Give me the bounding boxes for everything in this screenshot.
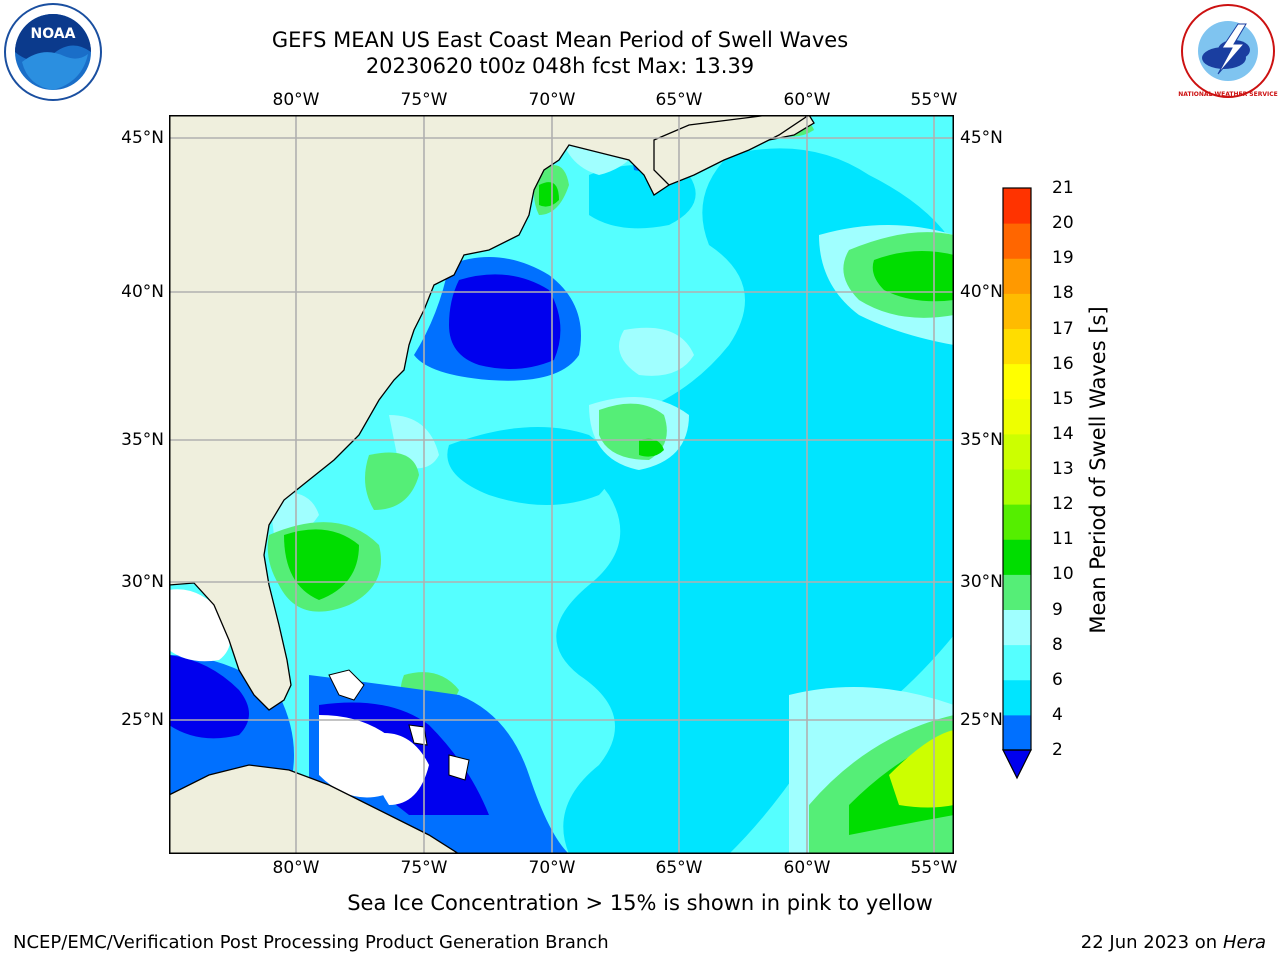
lat-label-left: 25°N: [121, 710, 164, 730]
colorbar-under-arrow: [1002, 749, 1032, 780]
swell-period-map: [169, 115, 954, 854]
colorbar-tick-label: 6: [1052, 669, 1063, 690]
noaa-logo-text: NOAA: [31, 26, 76, 42]
lon-label-bottom: 55°W: [910, 858, 958, 878]
colorbar-frame: [1002, 187, 1032, 751]
colorbar: [1002, 187, 1032, 780]
colorbar-tick-label: 21: [1052, 178, 1074, 198]
lon-label-top: 60°W: [783, 90, 831, 110]
colorbar-segment: [1003, 504, 1031, 540]
land-bahamas: [328, 669, 470, 781]
colorbar-segment: [1003, 469, 1031, 505]
colorbar-tick-label: 19: [1052, 248, 1074, 269]
colorbar-segment: [1003, 293, 1031, 329]
lon-label-bottom: 65°W: [655, 858, 703, 878]
colorbar-tick-label: 8: [1052, 634, 1063, 655]
lon-label-top: 75°W: [400, 90, 448, 110]
colorbar-segment: [1003, 433, 1031, 470]
lat-label-right: 35°N: [960, 430, 1003, 450]
lat-label-right: 30°N: [960, 572, 1003, 592]
colorbar-tick-label: 18: [1052, 283, 1074, 304]
land-cuba: [169, 764, 461, 854]
colorbar-segment: [1003, 398, 1031, 435]
lat-label-right: 45°N: [960, 128, 1003, 148]
colorbar-segment: [1003, 644, 1031, 681]
colorbar-segment: [1003, 188, 1031, 224]
colorbar-segment: [1003, 539, 1031, 575]
lon-label-bottom: 60°W: [783, 858, 831, 878]
colorbar-tick-label: 20: [1052, 213, 1074, 234]
colorbar-tick-label: 11: [1052, 529, 1074, 550]
field-yellowgreen-zones: [889, 730, 954, 808]
lon-label-bottom: 80°W: [272, 858, 320, 878]
colorbar-segment: [1003, 714, 1031, 751]
colorbar-tick-label: 4: [1052, 704, 1063, 725]
colorbar-segment: [1003, 679, 1031, 716]
footer-machine: Hera: [1222, 932, 1266, 953]
colorbar-tick-label: 9: [1052, 599, 1063, 620]
colorbar-tick-label: 13: [1052, 459, 1074, 479]
colorbar-segment: [1003, 328, 1031, 365]
lat-label-left: 40°N: [121, 282, 164, 302]
lon-label-bottom: 75°W: [400, 858, 448, 878]
nws-logo: NATIONAL WEATHER SERVICE: [1178, 4, 1278, 98]
colorbar-tick-label: 17: [1052, 318, 1074, 339]
colorbar-segment: [1003, 258, 1031, 294]
nws-logo-text: NATIONAL WEATHER SERVICE: [1178, 91, 1277, 98]
colorbar-tick-label: 16: [1052, 353, 1074, 374]
footer-date: 22 Jun 2023 on Hera: [1081, 932, 1266, 953]
colorbar-segment: [1003, 223, 1031, 259]
lon-label-top: 70°W: [528, 90, 576, 110]
footer-branch: NCEP/EMC/Verification Post Processing Pr…: [13, 932, 609, 953]
lon-label-top: 55°W: [910, 90, 958, 110]
sea-ice-note: Sea Ice Concentration > 15% is shown in …: [347, 891, 933, 915]
noaa-logo: NOAA: [4, 3, 102, 101]
map-subtitle: 20230620 t00z 048h fcst Max: 13.39: [365, 54, 755, 78]
lon-label-top: 80°W: [272, 90, 320, 110]
colorbar-label: Mean Period of Swell Waves [s]: [1086, 306, 1110, 634]
land-nova-scotia: [653, 115, 811, 186]
lon-label-bottom: 70°W: [528, 858, 576, 878]
lon-label-top: 65°W: [655, 90, 703, 110]
colorbar-tick-label: 2: [1052, 740, 1063, 760]
lat-label-right: 40°N: [960, 282, 1003, 302]
lat-label-left: 45°N: [121, 128, 164, 148]
colorbar-tick-label: 15: [1052, 388, 1074, 409]
colorbar-tick-label: 14: [1052, 423, 1074, 444]
lat-label-left: 30°N: [121, 572, 164, 592]
map-frame: [169, 115, 954, 854]
map-title: GEFS MEAN US East Coast Mean Period of S…: [271, 28, 849, 52]
colorbar-segment: [1003, 609, 1031, 646]
lat-label-right: 25°N: [960, 710, 1003, 730]
colorbar-tick-label: 12: [1052, 494, 1074, 515]
colorbar-tick-label: 10: [1052, 564, 1074, 585]
colorbar-segment: [1003, 574, 1031, 610]
lat-label-left: 35°N: [121, 430, 164, 450]
footer-date-text: 22 Jun 2023 on: [1080, 932, 1218, 953]
graticule: [169, 115, 954, 854]
colorbar-segment: [1003, 363, 1031, 400]
